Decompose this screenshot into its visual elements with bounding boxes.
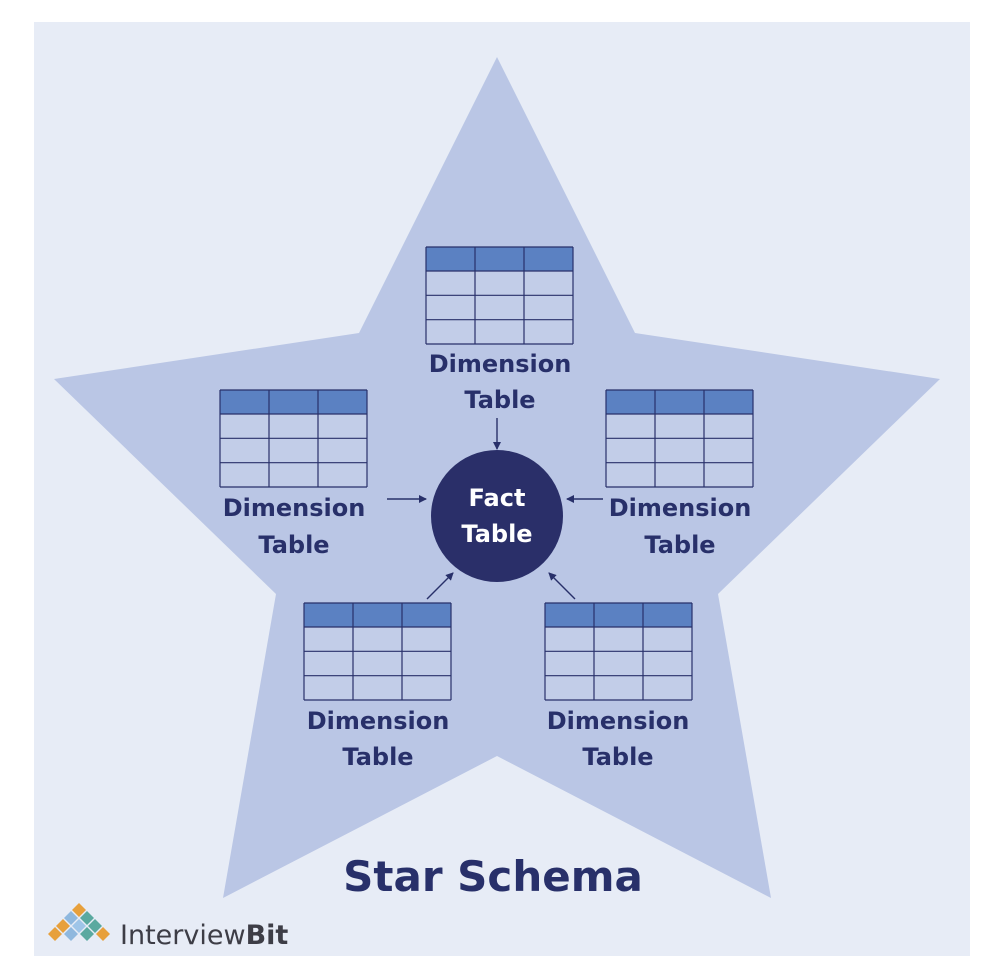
- fact-label-line2: Table: [461, 520, 532, 548]
- brand-name-part1: Interview: [120, 920, 246, 951]
- dimension-label-right-line1: Dimension: [609, 494, 752, 522]
- dimension-label-bottom-left-line1: Dimension: [307, 707, 450, 735]
- dimension-label-top-line2: Table: [464, 386, 535, 414]
- interviewbit-logo-icon: [48, 903, 110, 941]
- logo-diamond: [56, 919, 70, 933]
- dimension-label-bottom-right-line1: Dimension: [547, 707, 690, 735]
- logo-diamond: [72, 919, 86, 933]
- logo-diamond: [48, 927, 62, 941]
- logo-diamond: [80, 911, 94, 925]
- fact-table-circle: [431, 450, 563, 582]
- arrow-bottom-left: [426, 572, 454, 600]
- dimension-label-bottom-right-line2: Table: [582, 743, 653, 771]
- dimension-tables: [219, 246, 754, 701]
- logo-diamond: [96, 927, 110, 941]
- dimension-table-grid-right: [605, 389, 754, 488]
- brand-name: InterviewBit: [120, 920, 288, 951]
- dimension-label-top-line1: Dimension: [429, 350, 572, 378]
- dimension-label-right-line2: Table: [644, 531, 715, 559]
- dimension-table-grid-bottom-left: [303, 602, 452, 701]
- brand-name-part2: Bit: [246, 920, 289, 951]
- logo-diamond: [80, 927, 94, 941]
- dimension-table-grid-top: [425, 246, 574, 345]
- logo-diamond: [64, 911, 78, 925]
- dimension-label-left-line1: Dimension: [223, 494, 366, 522]
- logo-diamond: [72, 903, 86, 917]
- dimension-label-bottom-left-line2: Table: [342, 743, 413, 771]
- arrow-bottom-right: [548, 572, 576, 600]
- logo-diamond: [64, 927, 78, 941]
- logo-diamond: [88, 919, 102, 933]
- dimension-table-grid-bottom-right: [544, 602, 693, 701]
- dimension-label-left-line2: Table: [258, 531, 329, 559]
- dimension-table-grid-left: [219, 389, 368, 488]
- diagram-title: Star Schema: [343, 852, 643, 901]
- fact-label-line1: Fact: [469, 484, 526, 512]
